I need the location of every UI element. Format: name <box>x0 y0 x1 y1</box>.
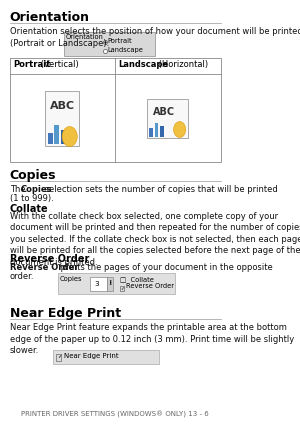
Text: Copies: Copies <box>60 275 82 282</box>
Bar <box>55 125 59 144</box>
Text: Near Edge Print feature expands the printable area at the bottom
edge of the pap: Near Edge Print feature expands the prin… <box>10 323 294 355</box>
Text: Near Edge Print: Near Edge Print <box>10 307 121 320</box>
Text: Reverse Order: Reverse Order <box>126 283 174 289</box>
Bar <box>64 32 155 56</box>
Bar <box>61 130 65 144</box>
Bar <box>120 286 124 292</box>
Text: ✓: ✓ <box>57 354 62 360</box>
Text: Copies: Copies <box>10 169 56 182</box>
Text: ⬆
⬇: ⬆ ⬇ <box>108 280 112 287</box>
Text: Copies: Copies <box>20 185 52 194</box>
Text: (1 to 999).: (1 to 999). <box>10 194 53 203</box>
Bar <box>53 350 159 364</box>
Text: prints the pages of your document in the opposite: prints the pages of your document in the… <box>58 263 272 272</box>
Text: With the collate check box selected, one complete copy of your
document will be : With the collate check box selected, one… <box>10 212 300 267</box>
Text: PRINTER DRIVER SETTINGS (WINDOWS® ONLY) 13 - 6: PRINTER DRIVER SETTINGS (WINDOWS® ONLY) … <box>21 411 209 418</box>
Text: The: The <box>10 185 28 194</box>
Text: Reverse Order: Reverse Order <box>10 254 89 264</box>
Bar <box>48 133 53 144</box>
Bar <box>58 272 175 295</box>
Bar <box>107 277 113 292</box>
Text: 3: 3 <box>94 280 99 286</box>
Text: Orientation: Orientation <box>10 11 90 24</box>
Bar <box>154 122 158 136</box>
Text: (Horizontal): (Horizontal) <box>156 60 208 69</box>
Text: Orientation selects the position of how your document will be printed
(Portrait : Orientation selects the position of how … <box>10 27 300 48</box>
Text: □  Collate: □ Collate <box>120 275 154 282</box>
Circle shape <box>62 127 77 147</box>
Bar <box>149 128 153 136</box>
Text: Near Edge Print: Near Edge Print <box>64 353 118 359</box>
Circle shape <box>174 122 186 138</box>
Bar <box>160 125 164 136</box>
Text: Collate: Collate <box>10 204 48 214</box>
Text: Landscape: Landscape <box>118 60 168 69</box>
Text: order.: order. <box>10 272 34 280</box>
Bar <box>45 91 79 147</box>
Bar <box>147 99 188 139</box>
Text: selection sets the number of copies that will be printed: selection sets the number of copies that… <box>42 185 278 194</box>
Text: (Vertical): (Vertical) <box>38 60 79 69</box>
Bar <box>10 58 220 162</box>
Text: Portrait: Portrait <box>13 60 50 69</box>
Text: ABC: ABC <box>50 101 75 111</box>
Bar <box>90 277 107 292</box>
Text: Reverse Order: Reverse Order <box>10 263 78 272</box>
Text: Portrait: Portrait <box>108 38 132 44</box>
Bar <box>56 354 61 361</box>
Text: ✓: ✓ <box>121 285 124 290</box>
Text: Landscape: Landscape <box>108 47 143 53</box>
Text: ABC: ABC <box>153 107 176 117</box>
Text: Orientation: Orientation <box>66 34 104 40</box>
